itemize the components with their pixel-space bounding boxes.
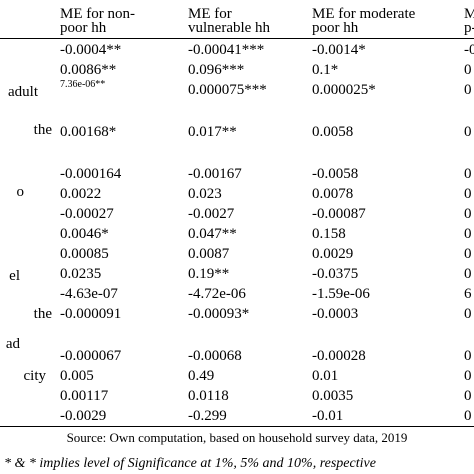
table-cell: -0.0003 (312, 306, 359, 322)
table-cell: 0.000075*** (188, 82, 267, 98)
table-cell: -0.0014* (312, 42, 366, 58)
table-cell: 0.0029 (312, 246, 354, 262)
table-cell: 0 (464, 266, 472, 282)
col4-header-line1: M (464, 6, 474, 22)
table-cell: 0.1* (312, 62, 339, 78)
table-cell: 0.023 (188, 186, 222, 202)
table-cell: -0.00068 (188, 348, 242, 364)
col3-header-line2: poor hh (312, 20, 359, 36)
table-cell: -0.00028 (312, 348, 366, 364)
row-label-ad: ad (5, 336, 20, 352)
table-cell: 0.0087 (188, 246, 230, 262)
table-cell: 0.000025* (312, 82, 376, 98)
table-cell: 0 (464, 226, 472, 242)
source-note: Source: Own computation, based on househ… (66, 430, 408, 445)
table-cell: -0.0027 (188, 206, 235, 222)
col1-header-line2: poor hh (60, 20, 107, 36)
table-cell: 0 (464, 348, 472, 364)
table-cell: 0 (464, 368, 472, 384)
table-cell: 0.0235 (60, 266, 102, 282)
col1-header-line1: ME for non- (60, 6, 135, 22)
col4-header-line2: p- (464, 20, 474, 36)
table-cell: 0.00168* (60, 124, 117, 140)
row-label-adult: adult (8, 84, 38, 100)
table-cell: 0.00117 (60, 388, 109, 404)
table-cell: 0.0058 (312, 124, 354, 140)
table-cell: 0.158 (312, 226, 346, 242)
table-cell: 0.01 (312, 368, 339, 384)
table-cell: -0.0029 (60, 408, 107, 424)
table-cell: 0.19** (188, 266, 230, 282)
table-cell: 0 (464, 206, 472, 222)
table-cell: 0.00085 (60, 246, 109, 262)
row-label-o: o (16, 184, 25, 200)
table-cell: 0.49 (188, 368, 215, 384)
col2-header-line2: vulnerable hh (188, 20, 271, 36)
table-cell: 0 (464, 186, 472, 202)
table-cell: 0 (464, 166, 472, 182)
table-cell: 0 (464, 246, 472, 262)
significance-note: * & * implies level of Significance at 1… (4, 456, 376, 471)
table-cell: -0.0375 (312, 266, 359, 282)
header-rule (0, 38, 474, 39)
table-cell: 0 (464, 62, 472, 78)
row-label-el: el (9, 268, 20, 284)
table-cell: -0.01 (312, 408, 344, 424)
table-cell: 7.36e-06** (60, 79, 106, 90)
table-cell: -0.00041*** (188, 42, 265, 58)
table-cell: -0.000164 (60, 166, 122, 182)
table-cell: 0 (464, 388, 472, 404)
table-cell: -0.000091 (60, 306, 122, 322)
table-cell: 0 (464, 306, 472, 322)
table-cell: -0 (464, 42, 474, 58)
table-cell: 0.047** (188, 226, 237, 242)
table-cell: 0 (464, 82, 472, 98)
table-cell: -0.00087 (312, 206, 366, 222)
table-cell: -0.000067 (60, 348, 122, 364)
table-bottom-rule (0, 426, 474, 427)
row-label-city: city (23, 368, 47, 384)
table-cell: 0 (464, 408, 472, 424)
table-cell: 0.096*** (188, 62, 245, 78)
table-cell: -0.00027 (60, 206, 114, 222)
row-label-the-1: the (33, 122, 52, 138)
table-cell: -0.0058 (312, 166, 359, 182)
table-cell: 6 (464, 286, 472, 302)
col3-header-line1: ME for moderate (312, 6, 416, 22)
table-cell: -0.299 (188, 408, 227, 424)
table-cell: 0.0022 (60, 186, 102, 202)
table-cell: -0.0004** (60, 42, 122, 58)
table-cell: 0.0118 (188, 388, 229, 404)
table-cell: 0.017** (188, 124, 237, 140)
table-cell: 0 (464, 124, 472, 140)
table-cell: -4.63e-07 (60, 286, 118, 302)
row-label-the-2: the (33, 306, 52, 322)
table-cell: 0.005 (60, 368, 94, 384)
table-cell: -4.72e-06 (188, 286, 246, 302)
table-cell: -1.59e-06 (312, 286, 370, 302)
table-cell: 0.0035 (312, 388, 354, 404)
col2-header-line1: ME for (188, 6, 232, 22)
table-cell: 0.0078 (312, 186, 354, 202)
table-cell: 0.0046* (60, 226, 109, 242)
table-cell: -0.00093* (188, 306, 250, 322)
table-cell: 0.0086** (60, 62, 117, 78)
table-cell: -0.00167 (188, 166, 242, 182)
